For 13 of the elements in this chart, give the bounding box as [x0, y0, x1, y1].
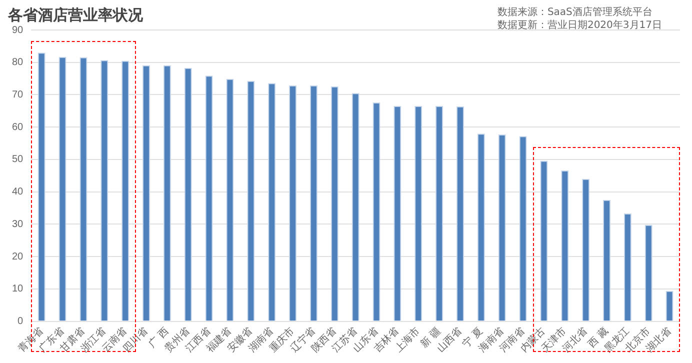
y-tick-label: 60	[12, 122, 24, 133]
y-tick-label: 10	[12, 284, 24, 295]
chart-title: 各省酒店营业率状况	[8, 6, 143, 25]
y-tick-label: 20	[12, 251, 24, 262]
source-note: 数据来源：SaaS酒店管理系统平台	[497, 6, 654, 19]
y-tick-label: 70	[12, 89, 24, 100]
y-tick-label: 90	[12, 24, 24, 36]
y-tick-label: 40	[12, 186, 24, 198]
y-tick-label: 0	[18, 316, 24, 328]
annotation: 数据更新：营业日期2020年3月17日	[497, 19, 662, 32]
y-tick-label: 80	[12, 57, 24, 68]
y-tick-label: 50	[12, 154, 24, 166]
y-tick-label: 30	[12, 218, 24, 230]
